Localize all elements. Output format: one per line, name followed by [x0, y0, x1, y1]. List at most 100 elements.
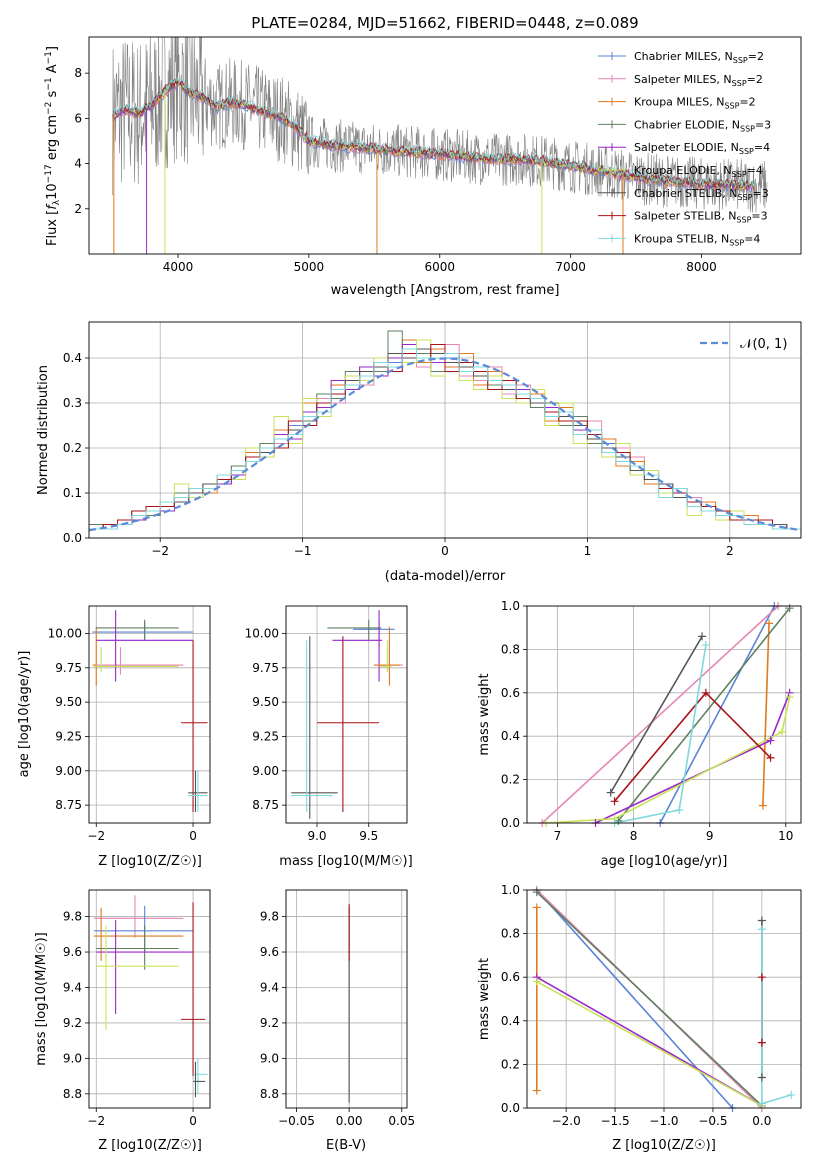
series-point — [785, 604, 794, 613]
y-tick-label: 8.8 — [63, 1087, 82, 1101]
series-point — [765, 619, 774, 628]
y-tick-label: 9.8 — [63, 910, 82, 924]
axes-frame — [526, 605, 802, 824]
series-point — [757, 1099, 766, 1108]
series-point — [766, 753, 775, 762]
x-tick-label: 10 — [778, 829, 793, 843]
spectrum-data-line — [112, 37, 768, 213]
y-tick-label: 9.8 — [260, 910, 279, 924]
y-tick-label: 10.00 — [245, 626, 279, 640]
y-axis-label: mass weight — [477, 958, 492, 1040]
y-tick-label: 0.8 — [501, 642, 520, 656]
y-tick-label: 9.6 — [63, 945, 82, 959]
series-point — [757, 973, 766, 982]
series-line — [545, 696, 791, 823]
y-tick-label: 9.2 — [63, 1016, 82, 1030]
y-tick-label: 9.0 — [63, 1051, 82, 1065]
y-axis-label: age [log10(age/yr)] — [17, 651, 32, 778]
y-tick-label: 9.25 — [252, 729, 279, 743]
x-axis-label: mass [log10(M/M☉)] — [279, 854, 412, 869]
x-tick-label: 8 — [630, 829, 638, 843]
model-line — [112, 77, 755, 188]
axes-frame — [88, 889, 211, 1109]
x-tick-label: 0 — [189, 829, 197, 843]
x-tick-label: 0.00 — [336, 1114, 363, 1128]
y-tick-label: 9.0 — [260, 1051, 279, 1065]
axes-residuals: −2 −1 0 1 2 0.0 0.1 0.2 0.3 0.4 (data-model)/error… — [36, 321, 802, 584]
x-tick-label: 1 — [584, 544, 592, 558]
y-tick-label: 0.1 — [63, 486, 82, 500]
y-tick-label: 1.0 — [501, 883, 520, 897]
y-axis-label: mass weight — [477, 673, 492, 755]
y-tick-label: 8.75 — [252, 798, 279, 812]
series-line — [610, 635, 703, 794]
x-tick-label: −0.5 — [698, 1114, 727, 1128]
y-tick-label: 1.0 — [501, 599, 520, 613]
x-axis-label: (data-model)/error — [385, 569, 506, 584]
x-axis-label: age [log10(age/yr)] — [601, 854, 728, 869]
plot-area-mass-vs-Z — [89, 890, 210, 1108]
x-tick-label: −1.0 — [649, 1114, 678, 1128]
y-tick-label: 0.6 — [501, 686, 520, 700]
series-point — [532, 977, 541, 986]
x-tick-label: 8000 — [686, 260, 717, 274]
y-tick-label: 9.6 — [260, 945, 279, 959]
series-point — [766, 736, 775, 745]
legend-entry: Kroupa ELODIE, NSSP=4 — [634, 164, 763, 179]
series-point — [675, 805, 684, 814]
axes-mass-vs-EBV: −0.05 0.00 0.05 8.8 9.0 9.2 9.4 9.6 9.8 E(B-V) — [260, 889, 415, 1153]
y-tick-label: 0.0 — [501, 1101, 520, 1115]
x-tick-label: 0.05 — [388, 1114, 415, 1128]
legend-entry: Kroupa STELIB, NSSP=4 — [634, 232, 760, 247]
series-point — [698, 632, 707, 641]
series-line — [595, 692, 791, 823]
axes-frame — [526, 889, 802, 1109]
x-axis-label: wavelength [Angstrom, rest frame] — [331, 283, 560, 298]
y-tick-label: 0.3 — [63, 396, 82, 410]
plot-area-mass-vs-EBV — [286, 890, 407, 1108]
x-tick-label: 9.0 — [307, 829, 326, 843]
y-tick-label: 9.00 — [55, 764, 82, 778]
y-tick-label: 9.75 — [252, 661, 279, 675]
y-axis-label: mass [log10(M/M☉)] — [34, 932, 49, 1065]
series-line — [614, 644, 707, 823]
x-tick-label: 7000 — [555, 260, 586, 274]
x-tick-label: 0.0 — [752, 1114, 771, 1128]
series-point — [757, 1073, 766, 1082]
axes-massweight-vs-Z: −2.0 −1.5 −1.0 −0.5 0.0 0.0 0.2 0.4 0.6 0.8 1.0 Z [… — [477, 883, 802, 1153]
plot-area-age-vs-mass — [286, 606, 407, 823]
y-tick-label: 0.0 — [63, 531, 82, 545]
x-tick-label: 4000 — [163, 260, 194, 274]
y-tick-label: 0.8 — [501, 927, 520, 941]
x-axis-label: E(B-V) — [326, 1138, 366, 1153]
y-tick-label: 6 — [74, 111, 82, 125]
y-axis-label: Flux [fλ10−17 erg cm−2 s−1 A−1] — [44, 46, 62, 246]
series-line — [761, 929, 792, 1105]
series-point — [532, 888, 541, 897]
y-tick-label: 0.0 — [501, 816, 520, 830]
series-line — [536, 891, 763, 1107]
series-point — [757, 1038, 766, 1047]
x-tick-label: −1.5 — [601, 1114, 630, 1128]
plot-area-massweight-vs-Z — [527, 890, 801, 1108]
x-tick-label: 9 — [706, 829, 714, 843]
x-tick-label: −2.0 — [552, 1114, 581, 1128]
plot-area-massweight-vs-age — [527, 606, 801, 823]
x-tick-label: 9.5 — [359, 829, 378, 843]
y-tick-label: 0.4 — [63, 351, 82, 365]
x-axis-label: Z [log10(Z/Z☉)] — [98, 1138, 202, 1153]
plot-area-age-vs-Z — [89, 606, 210, 823]
x-tick-label: 5000 — [294, 260, 325, 274]
series-point — [787, 1090, 796, 1099]
y-tick-label: 0.2 — [501, 1057, 520, 1071]
y-tick-label: 9.2 — [260, 1016, 279, 1030]
series-point — [785, 693, 794, 702]
normal-curve — [89, 357, 801, 532]
y-tick-label: 0.6 — [501, 970, 520, 984]
series-line — [617, 607, 791, 822]
y-tick-label: 9.4 — [260, 980, 279, 994]
x-axis-label: Z [log10(Z/Z☉)] — [98, 854, 202, 869]
y-axis-label: Normed distribution — [36, 365, 51, 495]
axes-frame — [88, 321, 802, 539]
x-tick-label: 7 — [554, 829, 562, 843]
